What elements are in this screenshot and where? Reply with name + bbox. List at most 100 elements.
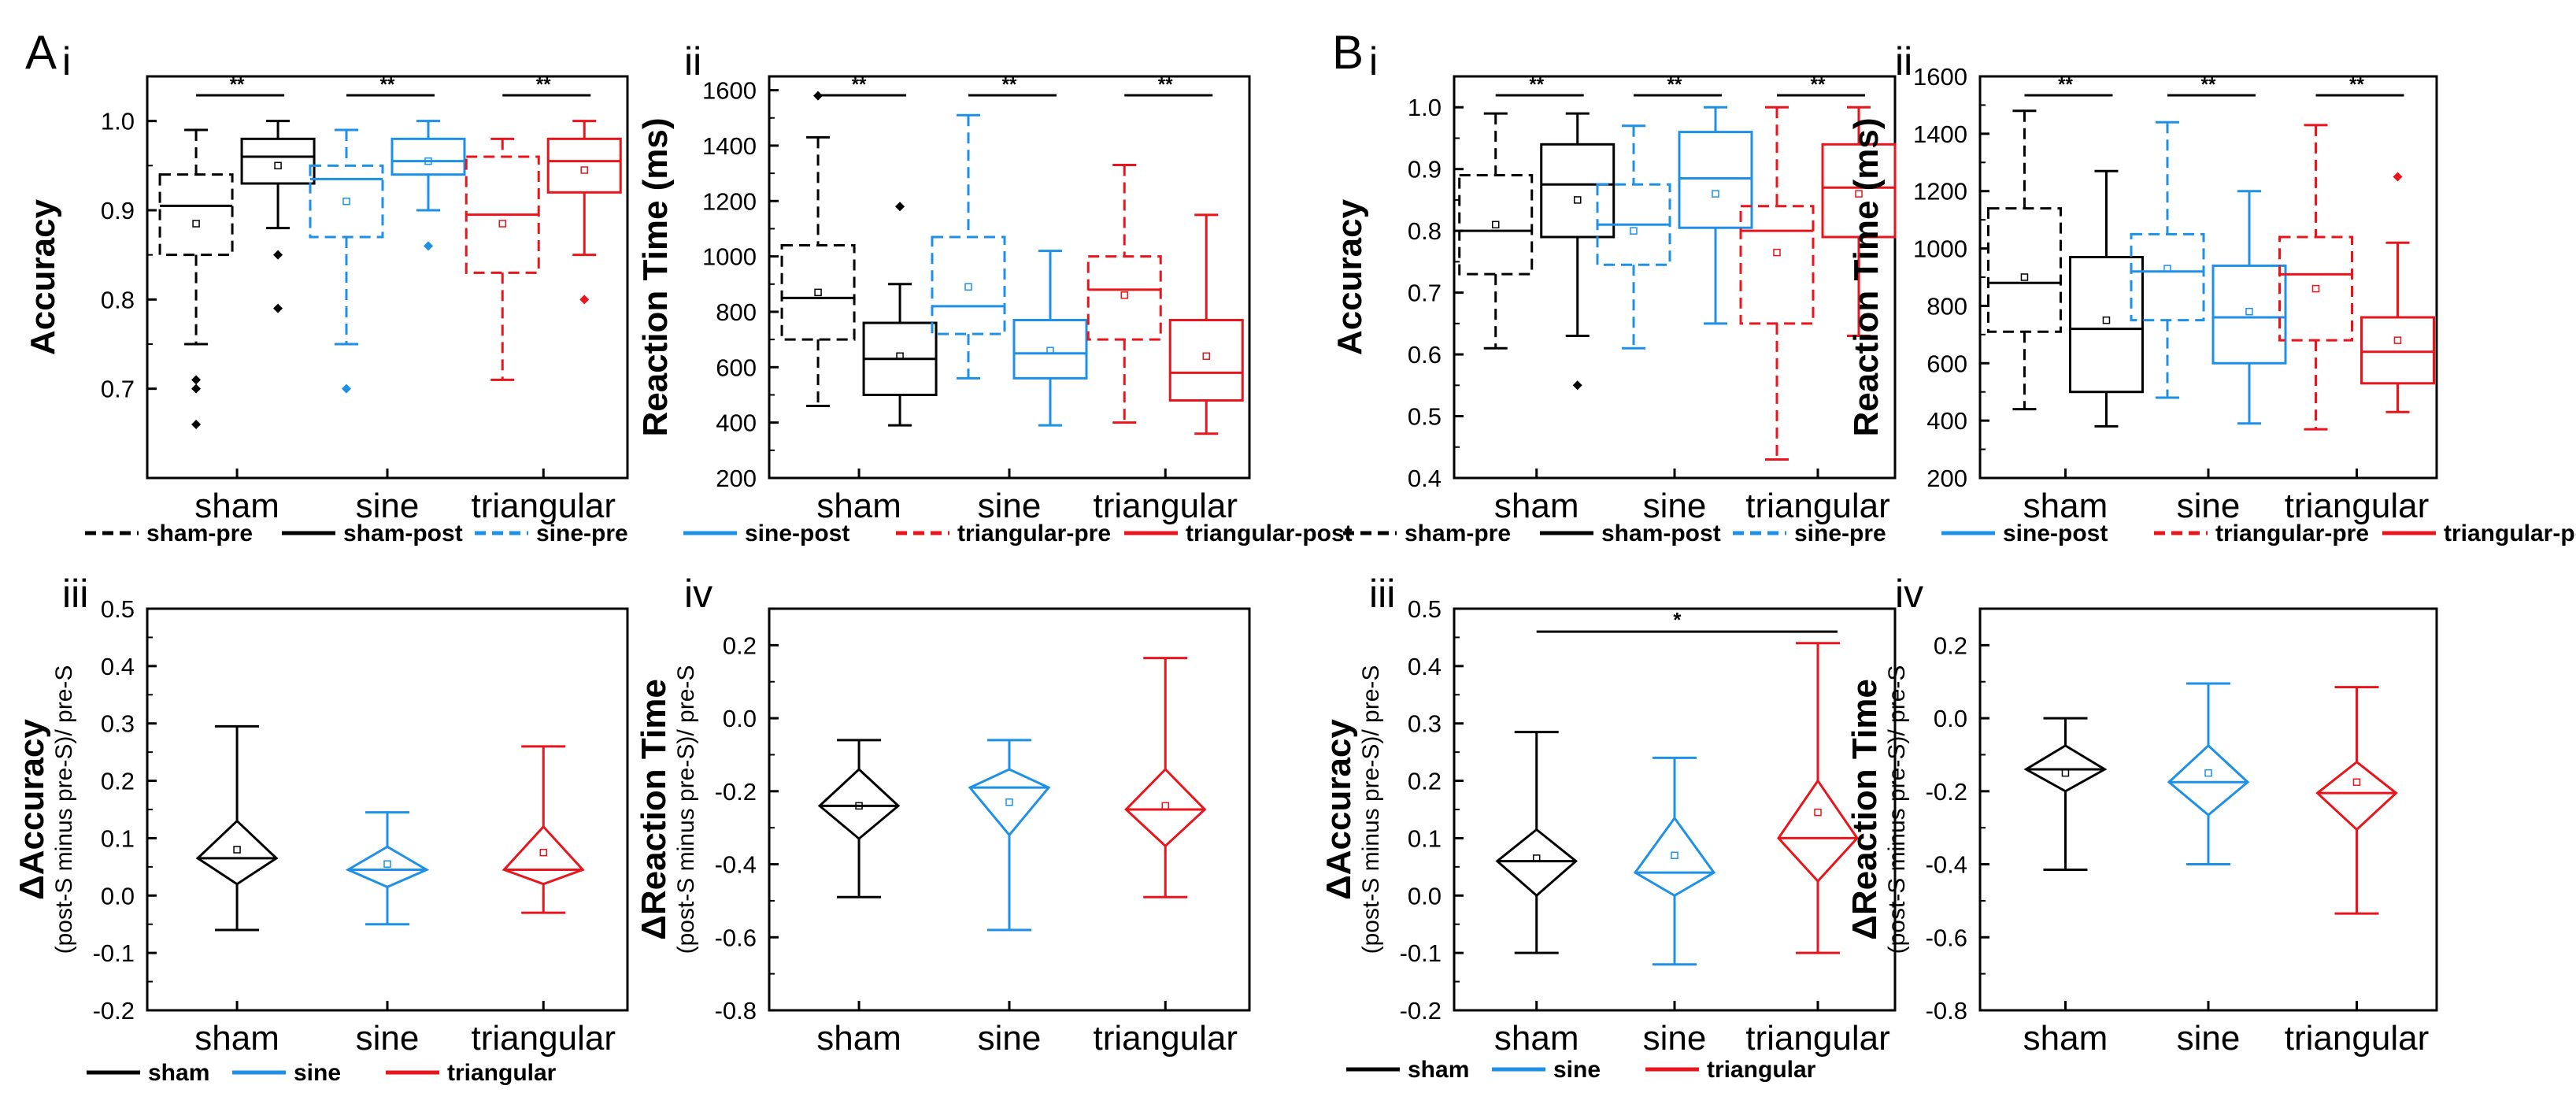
mean-marker (424, 157, 432, 165)
y-tick-label: 0.8 (1408, 217, 1442, 245)
diamond-iqr (502, 824, 585, 886)
box-iqr (2360, 316, 2435, 385)
diamond-iqr (1777, 778, 1859, 884)
box-triangular-post (1168, 213, 1244, 435)
diamond-iqr (817, 767, 901, 841)
legend-label: triangular-pre (957, 521, 1111, 546)
y-axis-title: ΔReaction Time (1845, 679, 1884, 940)
box-iqr (1458, 174, 1534, 276)
x-tick-label-sine: sine (978, 1019, 1042, 1058)
box-sine-post (1012, 250, 1088, 427)
mean-marker (2163, 265, 2171, 272)
y-tick-label: 1200 (702, 187, 757, 215)
outlier-point (191, 383, 202, 394)
y-tick-label: 0.9 (1408, 156, 1442, 183)
box-iqr (546, 137, 622, 194)
mean-marker (1573, 196, 1582, 204)
mean-marker (1532, 854, 1541, 862)
y-tick-label: -0.1 (1400, 939, 1442, 967)
significance-label: ** (536, 74, 551, 95)
box-iqr (931, 235, 1006, 335)
panel-sub-label: ii (1895, 39, 1912, 83)
outlier-point (579, 295, 590, 305)
box-sine-post (1678, 106, 1753, 325)
mean-marker (1773, 248, 1781, 257)
significance-label: ** (230, 74, 245, 95)
outlier-point (424, 241, 433, 251)
y-axis-title: Reaction Time (ms) (636, 117, 675, 436)
x-tick-label-triangular: triangular (1094, 487, 1238, 525)
plot-frame (1978, 75, 2438, 480)
diamond-iqr (1124, 767, 1207, 848)
box-iqr (2211, 264, 2287, 365)
legend-item-sine-post: sine-post (683, 521, 849, 546)
legend-label: sham-post (1601, 521, 1721, 546)
mean-marker (342, 197, 350, 206)
panel-sub-label: iv (1895, 572, 1923, 616)
diamond-iqr (2315, 760, 2398, 832)
y-tick-label: 0.0 (1934, 705, 1967, 732)
y-tick-label: 0.5 (1408, 403, 1442, 431)
box-iqr (1986, 207, 2062, 333)
diamond-iqr (1633, 816, 1716, 898)
outlier-point (191, 375, 202, 385)
plot-frame (1978, 607, 2438, 1012)
y-tick-label: -0.2 (1926, 778, 1967, 806)
diamond-sham (1495, 731, 1579, 954)
panel-letter: B (1332, 26, 1364, 79)
legend-label: sine-post (745, 521, 849, 546)
x-tick-label-triangular: triangular (472, 1019, 616, 1058)
legend-label: triangular-post (1186, 521, 1353, 546)
y-tick-label: 600 (716, 354, 757, 381)
x-tick-label-sham: sham (194, 1019, 279, 1058)
significance-label: ** (380, 74, 395, 95)
mean-marker (2061, 769, 2070, 777)
y-tick-label: -0.8 (715, 997, 757, 1024)
mean-marker (964, 283, 972, 291)
box-iqr (2068, 256, 2144, 394)
box-iqr (1540, 143, 1616, 239)
y-tick-label: 400 (716, 409, 757, 437)
box-iqr (1012, 319, 1088, 380)
legend-item-triangular-post: triangular-post (1124, 521, 1353, 546)
mean-marker (1855, 190, 1863, 198)
box-sham-post (1540, 112, 1616, 391)
diamond-sine (968, 739, 1051, 932)
y-tick-label: 0.6 (1408, 341, 1442, 369)
y-axis-subtitle: (post-S minus pre-S)/ pre-S (51, 665, 77, 954)
box-triangular-post (546, 120, 622, 305)
x-tick-label-triangular: triangular (1745, 487, 1889, 525)
mean-marker (539, 848, 547, 857)
y-axis-subtitle: (post-S minus pre-S)/ pre-S (673, 665, 699, 954)
legend-label: triangular (447, 1060, 557, 1086)
y-tick-label: -0.2 (93, 997, 135, 1024)
panel-d: 1600 1400 1200 1000 800 600 400 200 sham sine tria… (1847, 39, 2438, 525)
mean-marker (1712, 190, 1719, 198)
y-tick-label: 1000 (1913, 235, 1967, 263)
diamond-iqr (1495, 828, 1579, 898)
y-tick-label: 0.1 (101, 824, 135, 852)
mean-marker (855, 802, 863, 810)
box-sine-post (390, 120, 466, 251)
box-sine-pre (2130, 120, 2205, 399)
significance-label: ** (1667, 74, 1682, 95)
y-tick-label: 1600 (702, 77, 757, 105)
box-iqr (240, 137, 316, 185)
box-iqr (780, 244, 856, 341)
box-sine-pre (1596, 124, 1671, 350)
y-tick-label: 0.5 (101, 595, 135, 623)
x-tick-label-sham: sham (1494, 1019, 1579, 1058)
panel-letter: A (25, 26, 57, 79)
x-tick-label-sine: sine (978, 487, 1042, 525)
y-tick-label: 0.0 (723, 705, 757, 732)
y-tick-label: -0.2 (715, 778, 757, 806)
box-iqr (1739, 205, 1815, 325)
legend-top: sham-pre sham-post sine-pre sine-post triang… (1343, 521, 2576, 546)
diamond-sham (817, 739, 901, 898)
y-tick-label: -0.6 (1926, 924, 1967, 951)
outlier-point (342, 383, 351, 394)
mean-marker (2311, 284, 2320, 293)
x-tick-label-sine: sine (2177, 487, 2241, 525)
box-sham-pre (780, 91, 856, 408)
y-tick-label: 600 (1926, 350, 1967, 377)
